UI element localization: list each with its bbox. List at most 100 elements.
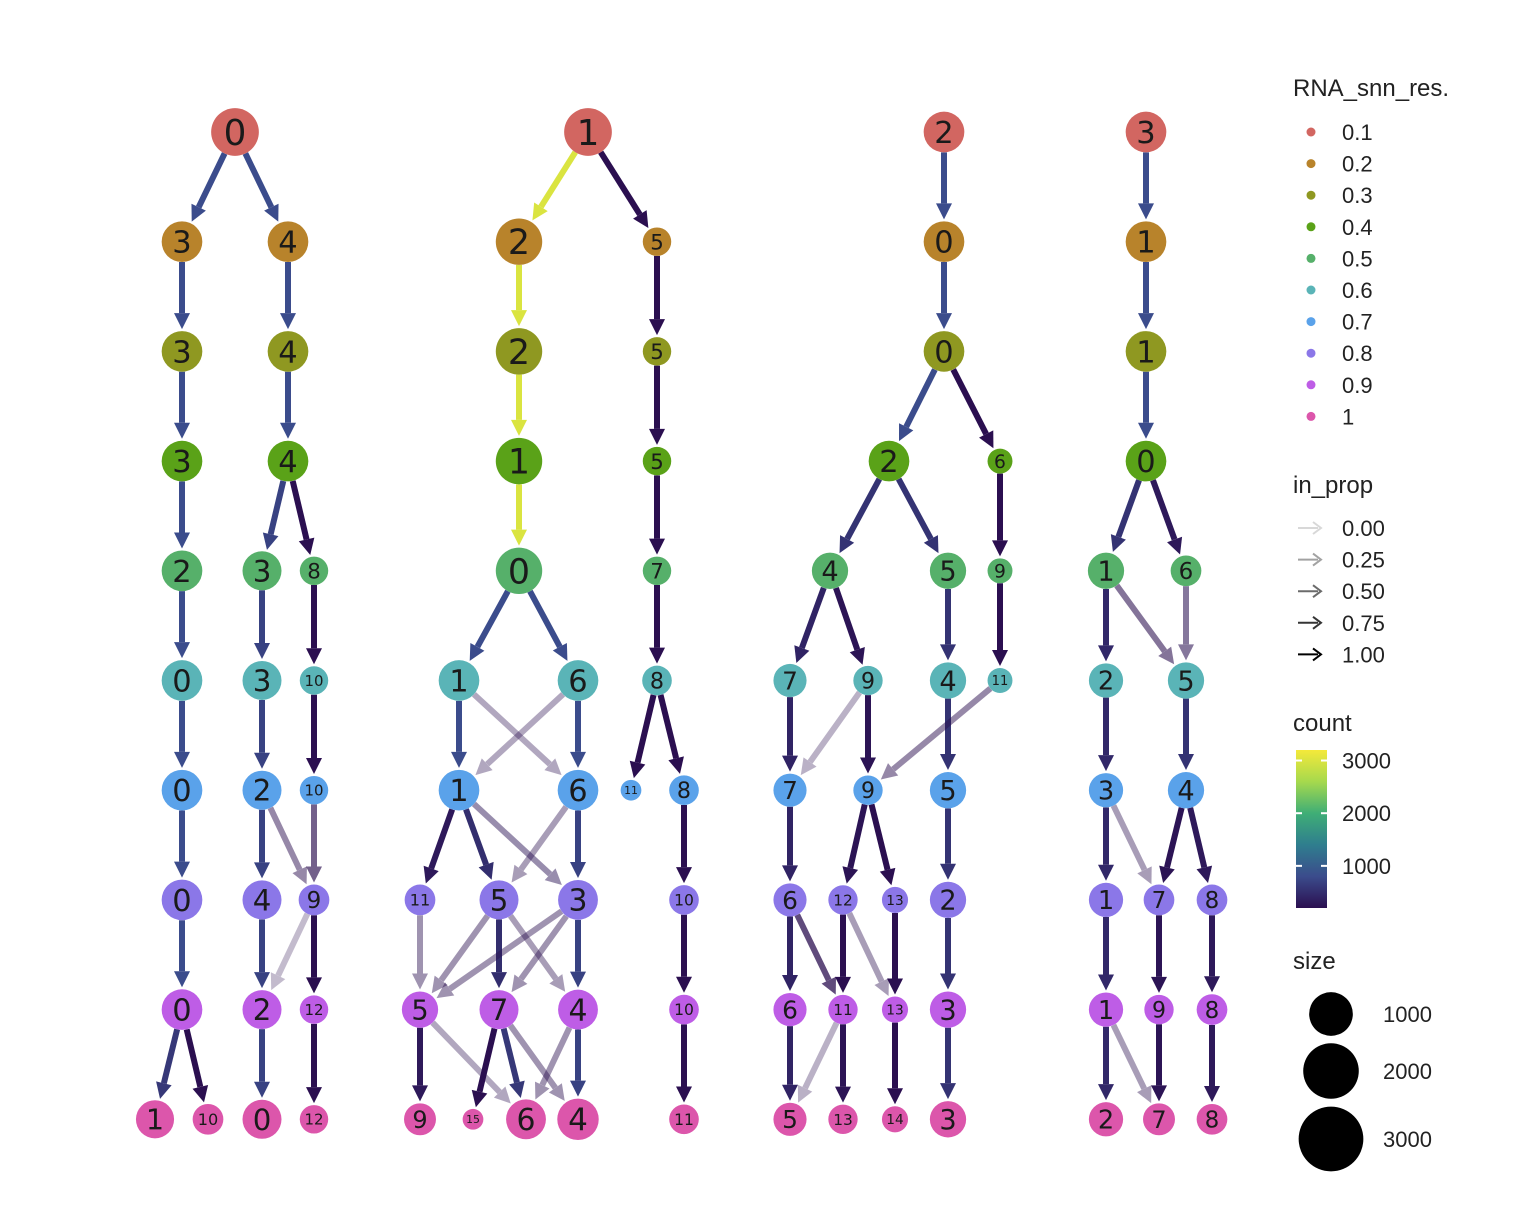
cluster-node-label: 0 <box>1136 445 1155 480</box>
cluster-node-circle <box>1088 992 1124 1027</box>
cluster-node-circle <box>438 769 480 811</box>
legend-in-prop-arrow <box>1298 521 1323 535</box>
cluster-node-label: 11 <box>992 674 1009 689</box>
cluster-node: 3 <box>242 551 282 591</box>
cluster-node-circle <box>299 556 329 586</box>
cluster-node: 7 <box>1143 884 1175 916</box>
edge-b22-b27 <box>570 1029 586 1097</box>
cluster-node-label: 8 <box>1205 1108 1220 1134</box>
edge-b5-b7 <box>511 484 527 546</box>
cluster-node-circle <box>242 990 282 1030</box>
legend-resolution-dot <box>1306 222 1316 232</box>
cluster-node-circle <box>987 448 1013 474</box>
cluster-node: 3 <box>161 440 203 482</box>
cluster-node-label: 12 <box>305 1111 324 1129</box>
cluster-node-circle <box>161 660 203 701</box>
cluster-node-circle <box>773 1102 807 1136</box>
cluster-node-label: 7 <box>782 666 798 695</box>
cluster-node-label: 11 <box>410 891 431 910</box>
cluster-node: 4 <box>557 1098 599 1141</box>
edge-b18-b22 <box>570 919 586 988</box>
cluster-node-label: 0 <box>224 113 247 154</box>
legend-in-prop-label: 0.50 <box>1342 579 1385 604</box>
cluster-node-label: 0 <box>172 664 191 699</box>
edge-b21-b26 <box>500 1027 525 1099</box>
legend-resolution-dot <box>1306 348 1316 358</box>
edge-layer <box>156 150 1220 1108</box>
cluster-node-circle <box>929 991 967 1028</box>
cluster-node: 14 <box>881 1106 909 1133</box>
cluster-node-circle <box>557 769 599 811</box>
edge-c16-c21 <box>846 911 889 996</box>
cluster-node-label: 1 <box>508 443 530 483</box>
cluster-node-label: 4 <box>278 335 297 370</box>
cluster-node: 4 <box>929 662 967 699</box>
cluster-node-label: 1 <box>1097 557 1114 588</box>
edge-d6-d8 <box>1098 697 1114 772</box>
cluster-node-circle <box>642 446 672 476</box>
cluster-node-label: 5 <box>939 776 956 807</box>
cluster-node: 4 <box>242 880 282 920</box>
edge-c3-c6 <box>895 477 939 554</box>
legend-size-items: 1000 2000 3000 <box>1298 992 1432 1172</box>
edge-a8-a11 <box>254 590 270 659</box>
edge-b17-b22 <box>507 913 566 992</box>
cluster-node-circle <box>161 221 203 263</box>
cluster-node-circle <box>1088 663 1124 698</box>
cluster-node: 7 <box>773 663 807 698</box>
edge-c1-c2 <box>936 262 952 330</box>
edge-c12-c15 <box>782 806 798 882</box>
cluster-node-label: 0 <box>253 1103 272 1137</box>
edge-a19-a23 <box>183 1028 209 1103</box>
edge-c13-c16 <box>842 803 868 884</box>
legend-in-prop-label: 0.00 <box>1342 516 1385 541</box>
edge-b9-b12 <box>451 700 467 768</box>
cluster-node-circle <box>161 989 203 1030</box>
cluster-node-label: 1 <box>449 774 468 809</box>
edge-b3-b5 <box>511 374 527 436</box>
edge-a9-a12 <box>306 585 322 665</box>
cluster-node: 2 <box>868 440 910 482</box>
cluster-node: 3 <box>161 331 203 372</box>
cluster-node-circle <box>1125 111 1167 153</box>
edge-b15-b19 <box>676 805 692 884</box>
cluster-node: 9 <box>853 665 883 696</box>
edge-b22-b26 <box>535 1026 573 1100</box>
cluster-node: 6 <box>557 769 599 811</box>
cluster-node-circle <box>853 665 883 696</box>
cluster-node-circle <box>479 880 519 920</box>
edge-a0-a2 <box>242 152 279 222</box>
cluster-node-circle <box>828 1104 858 1134</box>
cluster-node-circle <box>773 993 807 1027</box>
cluster-node: 8 <box>1196 884 1228 916</box>
edge-b18-b20 <box>436 908 564 999</box>
legend-size-circle <box>1303 1043 1359 1099</box>
cluster-node: 1 <box>564 108 612 156</box>
cluster-node-label: 2 <box>939 886 956 917</box>
cluster-node-circle <box>1087 552 1125 589</box>
edge-a0-a1 <box>191 152 228 222</box>
cluster-node-circle <box>1088 1102 1124 1137</box>
cluster-node-circle <box>642 556 672 586</box>
cluster-node-label: 8 <box>650 668 664 694</box>
edge-b13-b17 <box>511 804 569 883</box>
cluster-node: 1 <box>495 437 543 485</box>
cluster-node-circle <box>773 883 807 917</box>
legend-size-item: 3000 <box>1298 1106 1432 1172</box>
cluster-node-label: 2 <box>508 333 530 373</box>
cluster-node-circle <box>557 1098 599 1141</box>
edge-b8-b11 <box>649 585 665 664</box>
cluster-node: 10 <box>669 994 699 1025</box>
cluster-node: 9 <box>404 1103 436 1136</box>
cluster-node-circle <box>267 331 309 372</box>
cluster-node-label: 0 <box>172 774 191 809</box>
cluster-node-label: 6 <box>1179 559 1194 585</box>
cluster-node: 2 <box>242 770 282 810</box>
edge-b20-b24 <box>412 1027 428 1102</box>
cluster-node-label: 6 <box>568 774 587 809</box>
edge-a14-a17 <box>254 809 270 879</box>
cluster-node-circle <box>242 770 282 810</box>
cluster-node: 11 <box>987 668 1013 693</box>
cluster-node: 8 <box>299 556 329 586</box>
